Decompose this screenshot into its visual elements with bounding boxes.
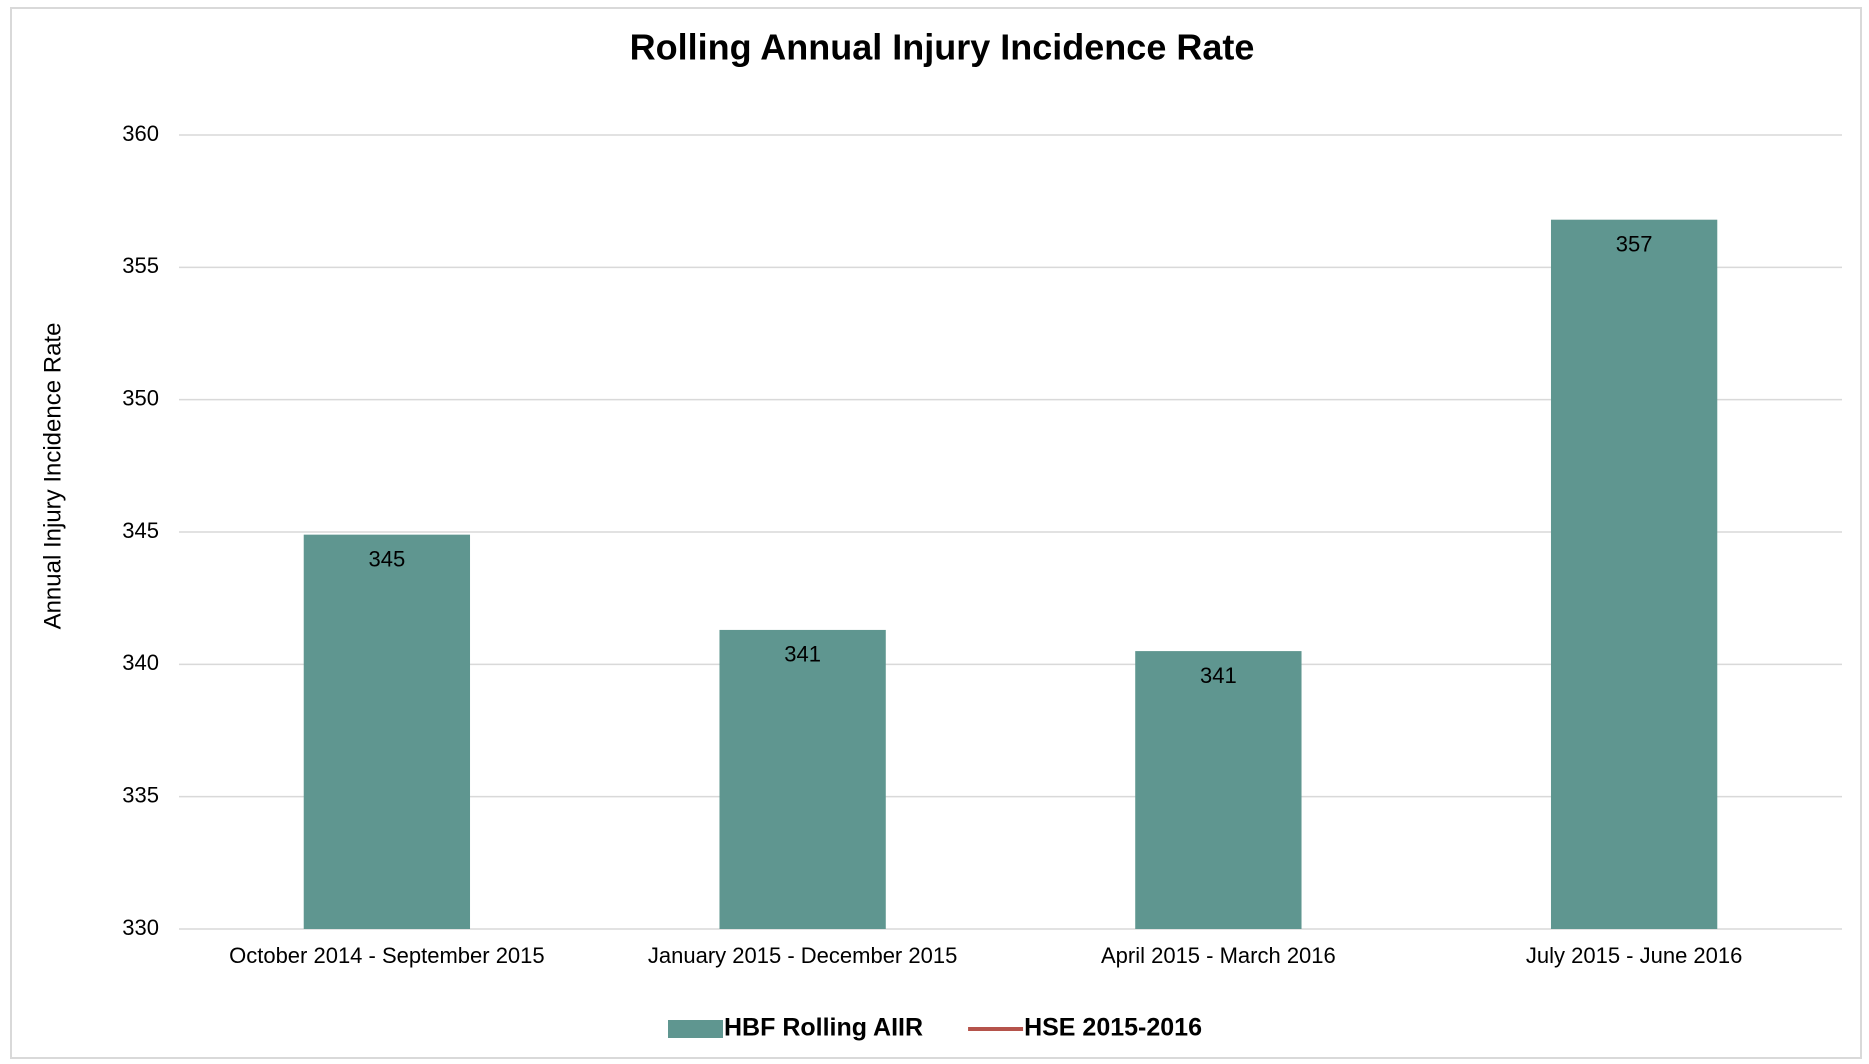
x-tick-label: October 2014 - September 2015	[229, 943, 545, 968]
y-tick-label: 350	[122, 385, 159, 410]
y-tick-label: 360	[122, 121, 159, 146]
y-tick-label: 335	[122, 782, 159, 807]
data-label: 341	[784, 642, 821, 667]
data-label: 357	[1616, 232, 1653, 257]
x-tick-label: July 2015 - June 2016	[1526, 943, 1743, 968]
y-tick-label: 345	[122, 518, 159, 543]
bar	[1550, 219, 1718, 929]
legend-label: HBF Rolling AIIR	[724, 1014, 923, 1042]
y-tick-label: 330	[122, 915, 159, 940]
legend-marker	[668, 1020, 723, 1038]
y-tick-label: 355	[122, 253, 159, 278]
bar	[719, 629, 886, 929]
y-tick-label: 340	[122, 650, 159, 675]
bar	[303, 534, 471, 929]
data-label: 341	[1200, 663, 1237, 688]
bar	[1135, 651, 1302, 929]
y-axis-label: Annual Injury Incidence Rate	[39, 323, 66, 630]
legend-label: HSE 2015-2016	[1024, 1014, 1202, 1042]
chart-title: Rolling Annual Injury Incidence Rate	[630, 27, 1255, 68]
x-tick-label: January 2015 - December 2015	[648, 943, 957, 968]
data-label: 345	[369, 546, 406, 571]
x-tick-label: April 2015 - March 2016	[1101, 943, 1336, 968]
